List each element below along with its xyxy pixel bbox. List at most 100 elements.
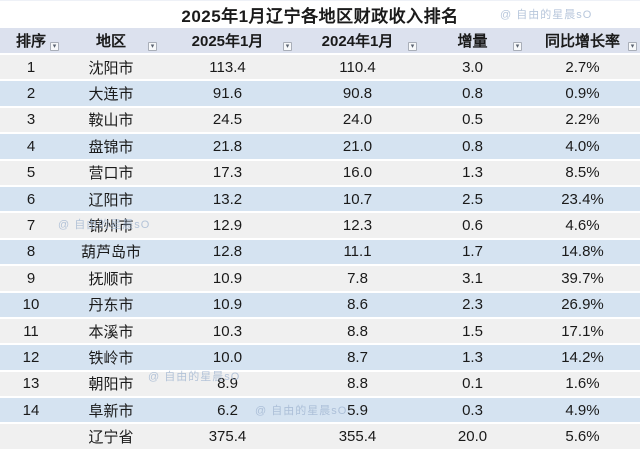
region-cell: 大连市 xyxy=(88,86,134,104)
delta-cell: 2.5 xyxy=(462,190,483,208)
value-2024-cell: 11.1 xyxy=(343,243,372,261)
growth-cell: 26.9% xyxy=(561,296,604,314)
delta-cell: 0.3 xyxy=(462,401,483,419)
column-header-label: 2025年1月 xyxy=(191,33,264,50)
region-cell: 辽阳市 xyxy=(88,191,134,209)
value-2025-cell: 6.2 xyxy=(217,401,238,419)
rank-cell xyxy=(0,424,62,448)
filter-dropdown-icon[interactable]: ▾ xyxy=(283,42,292,51)
value-2024-cell: 8.7 xyxy=(347,348,368,366)
column-header-growth: 同比增长率 ▾ xyxy=(525,28,640,53)
growth-cell: 14.8% xyxy=(561,243,604,261)
rank-cell: 4 xyxy=(26,137,36,155)
table-row: 8 葫芦岛市 12.8 11.1 1.7 14.8% xyxy=(0,239,640,267)
delta-cell: 0.1 xyxy=(462,375,483,393)
table-header-row: 排序 ▾ 地区 ▾ 2025年1月 ▾ 2024年1月 ▾ 增量 ▾ 同比增长率… xyxy=(0,28,640,55)
rank-cell: 11 xyxy=(23,322,39,340)
table-row: 14 阜新市 6.2 5.9 0.3 4.9% xyxy=(0,398,640,425)
growth-cell: 8.5% xyxy=(565,164,600,182)
table-row: 7 锦州市 12.9 12.3 0.6 4.6% xyxy=(0,213,640,240)
value-2025-cell: 24.5 xyxy=(212,111,243,129)
value-2024-cell: 24.0 xyxy=(342,111,373,129)
column-header-label: 同比增长率 xyxy=(544,33,620,50)
value-2025-cell: 13.2 xyxy=(212,190,243,208)
title-bar: 2025年1月辽宁各地区财政收入排名 xyxy=(0,1,640,28)
delta-cell: 20.0 xyxy=(457,428,488,446)
table-row: 6 辽阳市 13.2 10.7 2.5 23.4% xyxy=(0,186,640,214)
column-header-rank: 排序 ▾ xyxy=(0,28,62,53)
table-row: 3 鞍山市 24.5 24.0 0.5 2.2% xyxy=(0,107,640,135)
growth-cell: 2.7% xyxy=(565,58,600,76)
delta-cell: 0.5 xyxy=(462,111,483,129)
rank-cell: 13 xyxy=(22,375,40,393)
delta-cell: 0.8 xyxy=(462,85,483,103)
rank-cell: 5 xyxy=(26,164,36,182)
table-row: 4 盘锦市 21.8 21.0 0.8 4.0% xyxy=(0,134,640,161)
value-2025-cell: 375.4 xyxy=(208,428,247,446)
growth-cell: 14.2% xyxy=(561,348,604,366)
filter-dropdown-icon[interactable]: ▾ xyxy=(148,42,157,51)
column-header-2025: 2025年1月 ▾ xyxy=(160,28,295,53)
delta-cell: 1.7 xyxy=(462,243,483,261)
column-header-label: 排序 xyxy=(15,33,46,50)
table-row: 13 朝阳市 8.9 8.8 0.1 1.6% xyxy=(0,371,640,399)
value-2025-cell: 12.9 xyxy=(212,217,243,235)
table-row: 2 大连市 91.6 90.8 0.8 0.9% xyxy=(0,81,640,108)
value-2025-cell: 8.9 xyxy=(217,375,238,393)
delta-cell: 2.3 xyxy=(462,296,483,314)
rank-cell: 7 xyxy=(26,217,36,235)
growth-cell: 4.0% xyxy=(565,137,600,155)
region-cell: 鞍山市 xyxy=(88,112,134,130)
region-cell: 盘锦市 xyxy=(88,138,134,156)
value-2025-cell: 17.3 xyxy=(212,164,243,182)
column-header-label: 增量 xyxy=(457,33,488,50)
value-2024-cell: 12.3 xyxy=(342,217,373,235)
value-2024-cell: 90.8 xyxy=(342,85,373,103)
value-2025-cell: 10.9 xyxy=(212,269,243,287)
table-row: 12 铁岭市 10.0 8.7 1.3 14.2% xyxy=(0,345,640,372)
table-row: 10 丹东市 10.9 8.6 2.3 26.9% xyxy=(0,292,640,319)
delta-cell: 1.3 xyxy=(462,164,483,182)
filter-dropdown-icon[interactable]: ▾ xyxy=(513,42,522,51)
delta-cell: 1.3 xyxy=(462,348,483,366)
delta-cell: 3.0 xyxy=(462,58,483,76)
value-2024-cell: 8.8 xyxy=(347,322,368,340)
rank-cell: 14 xyxy=(22,401,40,419)
table-row: 11 本溪市 10.3 8.8 1.5 17.1% xyxy=(0,318,640,346)
column-header-delta: 增量 ▾ xyxy=(420,28,525,53)
delta-cell: 0.6 xyxy=(462,217,483,235)
column-header-label: 地区 xyxy=(95,33,126,50)
growth-cell: 4.9% xyxy=(565,401,600,419)
column-header-label: 2024年1月 xyxy=(321,33,394,50)
table-body: 1 沈阳市 113.4 110.4 3.0 2.7% 2 大连市 91.6 90… xyxy=(0,55,640,450)
value-2024-cell: 7.8 xyxy=(347,269,368,287)
delta-cell: 0.8 xyxy=(462,137,483,155)
value-2025-cell: 113.4 xyxy=(209,58,246,76)
growth-cell: 1.6% xyxy=(565,375,600,393)
value-2025-cell: 21.8 xyxy=(212,137,243,155)
value-2024-cell: 10.7 xyxy=(342,190,373,208)
rank-cell: 12 xyxy=(22,348,40,366)
table-row: 辽宁省 375.4 355.4 20.0 5.6% xyxy=(0,424,640,450)
table-row: 9 抚顺市 10.9 7.8 3.1 39.7% xyxy=(0,266,640,293)
region-cell: 沈阳市 xyxy=(88,59,134,77)
filter-dropdown-icon[interactable]: ▾ xyxy=(628,42,637,51)
growth-cell: 17.1% xyxy=(561,322,604,340)
region-cell: 抚顺市 xyxy=(88,270,134,288)
value-2025-cell: 10.3 xyxy=(212,322,243,340)
region-cell: 本溪市 xyxy=(88,323,134,341)
table-row: 5 营口市 17.3 16.0 1.3 8.5% xyxy=(0,160,640,187)
region-cell: 辽宁省 xyxy=(88,429,134,447)
rank-cell: 10 xyxy=(22,296,40,314)
value-2024-cell: 5.9 xyxy=(347,401,368,419)
filter-dropdown-icon[interactable]: ▾ xyxy=(50,42,59,51)
delta-cell: 1.5 xyxy=(462,322,483,340)
value-2025-cell: 91.6 xyxy=(212,85,243,103)
rank-cell: 2 xyxy=(26,85,36,103)
value-2025-cell: 12.8 xyxy=(212,243,243,261)
filter-dropdown-icon[interactable]: ▾ xyxy=(408,42,417,51)
region-cell: 铁岭市 xyxy=(88,349,134,367)
rank-cell: 1 xyxy=(26,58,36,76)
value-2024-cell: 16.0 xyxy=(342,164,373,182)
column-header-2024: 2024年1月 ▾ xyxy=(295,28,420,53)
